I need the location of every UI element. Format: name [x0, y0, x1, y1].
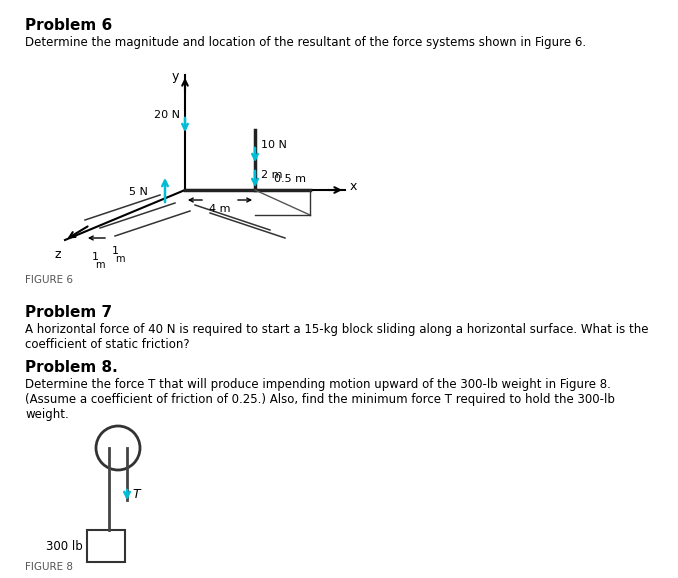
Text: FIGURE 8: FIGURE 8	[25, 562, 73, 572]
Text: Determine the force T that will produce impending motion upward of the 300-lb we: Determine the force T that will produce …	[25, 378, 611, 391]
Text: 1: 1	[111, 246, 119, 256]
Text: 20 N: 20 N	[154, 110, 180, 120]
Text: coefficient of static friction?: coefficient of static friction?	[25, 338, 190, 351]
Text: 2 m: 2 m	[261, 170, 283, 180]
Text: z: z	[55, 248, 61, 261]
Text: Problem 8.: Problem 8.	[25, 360, 118, 375]
Bar	[87, 530, 125, 562]
Text: FIGURE 6: FIGURE 6	[25, 275, 73, 285]
Text: x: x	[350, 180, 357, 192]
Text: (Assume a coefficient of friction of 0.25.) Also, find the minimum force T requi: (Assume a coefficient of friction of 0.2…	[25, 393, 615, 406]
Text: 1: 1	[92, 252, 98, 262]
Text: Problem 6: Problem 6	[25, 18, 113, 33]
Text: 10 N: 10 N	[261, 140, 287, 150]
Text: 5 N: 5 N	[129, 187, 148, 197]
Text: T: T	[132, 488, 140, 501]
Text: weight.: weight.	[25, 408, 68, 421]
Text: 0.5 m: 0.5 m	[274, 174, 306, 184]
Text: A horizontal force of 40 N is required to start a 15-kg block sliding along a ho: A horizontal force of 40 N is required t…	[25, 323, 648, 336]
Text: Problem 7: Problem 7	[25, 305, 112, 320]
Text: m: m	[115, 254, 125, 264]
Text: 4 m: 4 m	[210, 204, 231, 214]
Text: m: m	[95, 260, 104, 270]
Text: y: y	[172, 70, 179, 83]
Text: Determine the magnitude and location of the resultant of the force systems shown: Determine the magnitude and location of …	[25, 36, 586, 49]
Text: 300 lb: 300 lb	[46, 539, 83, 553]
